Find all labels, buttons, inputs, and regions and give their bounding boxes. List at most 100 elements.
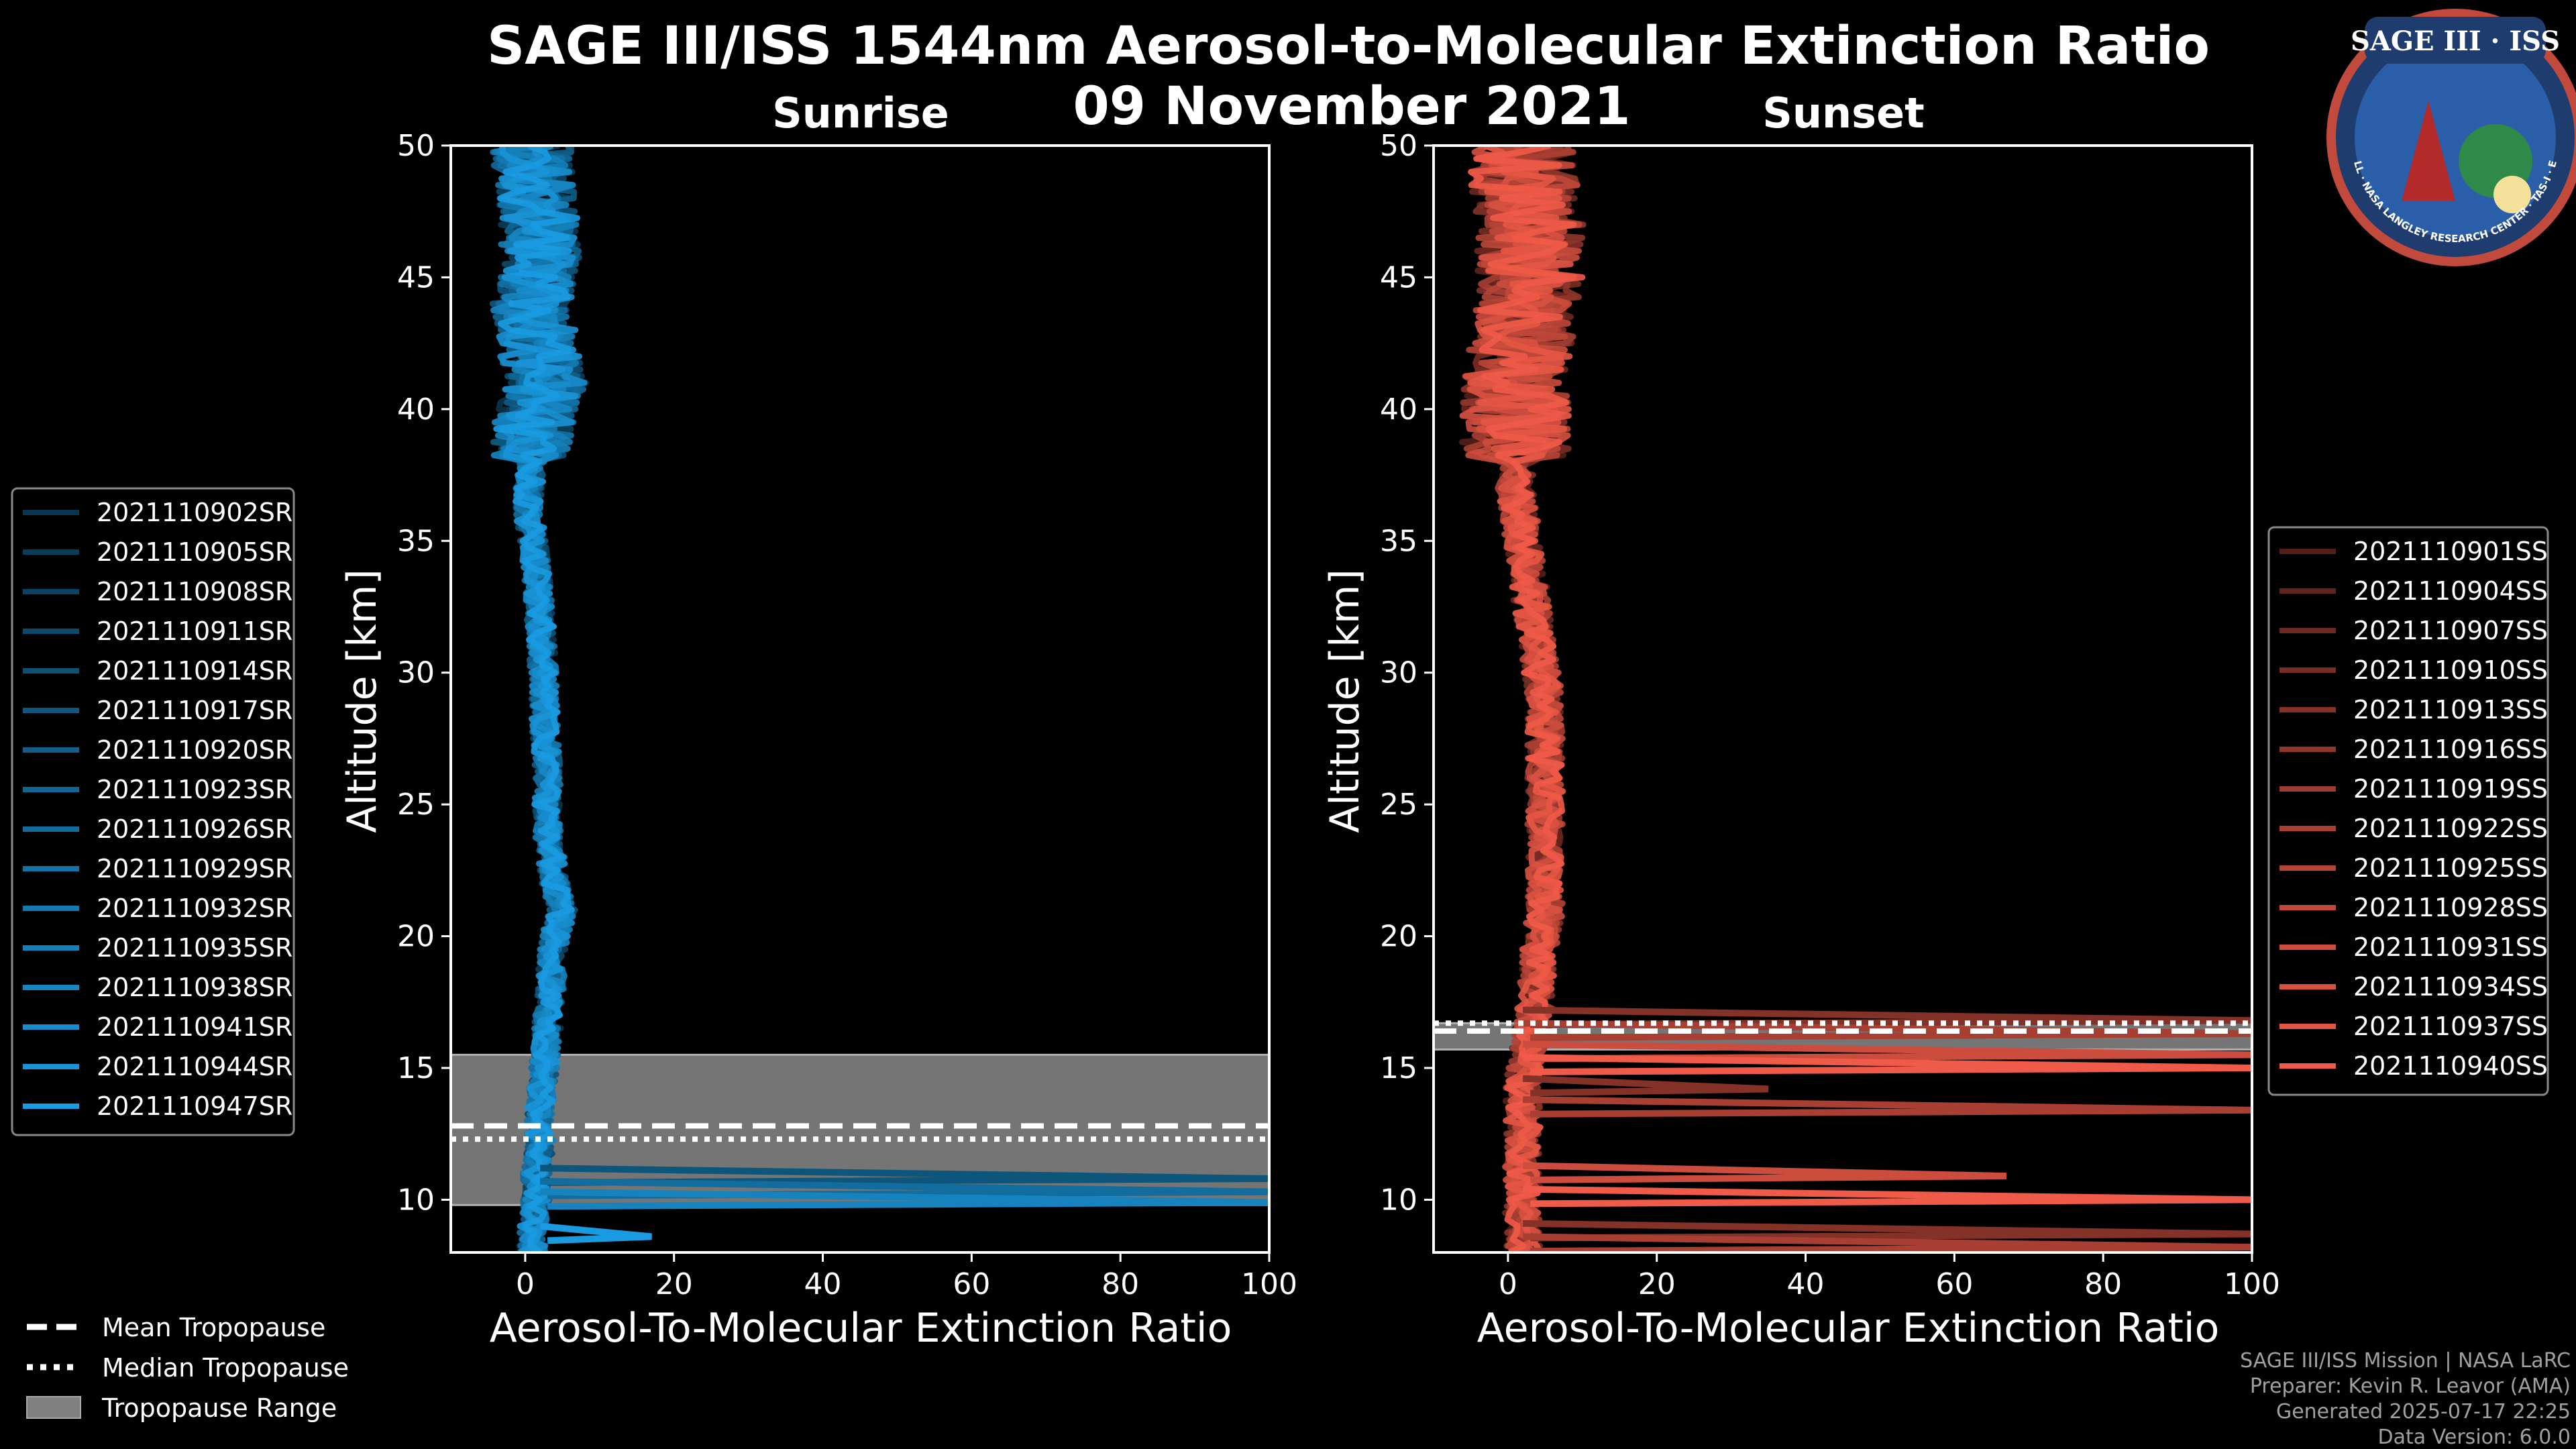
sunset-legend-label: 2021110928SS — [2353, 893, 2548, 922]
sunset-ytick-label: 35 — [1380, 524, 1417, 558]
sunset-legend-label: 2021110937SS — [2353, 1012, 2548, 1041]
median-tropopause-label: Median Tropopause — [102, 1353, 349, 1383]
sunset-xtick-label: 0 — [1499, 1267, 1517, 1301]
tropopause-range-label: Tropopause Range — [101, 1393, 337, 1423]
sunrise-ylabel: Altitude [km] — [339, 569, 386, 833]
sunrise-xlabel: Aerosol-To-Molecular Extinction Ratio — [490, 1305, 1232, 1352]
sunrise-legend-label: 2021110941SR — [97, 1012, 292, 1042]
sunrise-legend-label: 2021110908SR — [97, 577, 292, 606]
sunrise-legend-label: 2021110923SR — [97, 775, 292, 804]
sunset-ytick-label: 40 — [1380, 392, 1417, 427]
sunrise-outlier-line — [540, 1188, 1269, 1210]
sunrise-legend-frame — [11, 487, 295, 1136]
sunset-panel: Sunset Aerosol-To-Molecular Extinction R… — [1322, 89, 2549, 1352]
sunrise-profile-line — [499, 146, 582, 1252]
sunrise-xtick-label: 40 — [804, 1267, 842, 1301]
sunrise-xtick-label: 100 — [1241, 1267, 1297, 1301]
sunrise-ytick-label: 10 — [397, 1183, 435, 1217]
sunset-legend-label: 2021110919SS — [2353, 774, 2548, 804]
sunset-ytick-label: 15 — [1380, 1051, 1417, 1085]
footer: SAGE III/ISS Mission | NASA LaRC Prepare… — [2240, 1349, 2571, 1449]
sunset-legend-label: 2021110907SS — [2353, 616, 2548, 645]
sunrise-legend-label: 2021110935SR — [97, 933, 292, 963]
sunset-outlier-line — [1523, 1220, 2252, 1242]
sunset-outlier-line — [1523, 1020, 2252, 1041]
sunrise-legend-label: 2021110917SR — [97, 696, 292, 725]
footer-preparer: Preparer: Kevin R. Leavor (AMA) — [2250, 1375, 2571, 1398]
sunrise-legend-label: 2021110911SR — [97, 616, 292, 646]
footer-mission: SAGE III/ISS Mission | NASA LaRC — [2240, 1349, 2571, 1373]
sunrise-legend: 2021110902SR 2021110905SR 2021110908SR 2021… — [11, 487, 295, 1136]
sunset-outlier-line — [1522, 1075, 1769, 1097]
sunset-profile-line — [1459, 146, 1574, 1252]
sunrise-legend-label: 2021110920SR — [97, 735, 292, 765]
sunrise-ytick-label: 15 — [397, 1051, 435, 1085]
sunset-xtick-label: 60 — [1935, 1267, 1973, 1301]
sunset-outlier-line — [1523, 1185, 2252, 1208]
sunset-legend: 2021110901SS 2021110904SS 2021110907SS 2021… — [2267, 526, 2549, 1096]
sunset-legend-label: 2021110934SS — [2353, 972, 2548, 1002]
logo-banner — [2365, 17, 2546, 64]
sunrise-profile-line — [493, 146, 580, 1252]
sunrise-legend-label: 2021110902SR — [97, 498, 292, 527]
sunset-legend-frame — [2267, 526, 2549, 1096]
sunset-legend-label: 2021110910SS — [2353, 655, 2548, 685]
sun-icon — [2493, 176, 2531, 213]
sunrise-ytick-label: 45 — [397, 260, 435, 294]
sunrise-legend-label: 2021110944SR — [97, 1052, 292, 1081]
sunset-plot-area — [1434, 146, 2252, 1252]
sunset-ytick-label: 25 — [1380, 788, 1417, 822]
sunset-legend-label: 2021110904SS — [2353, 576, 2548, 606]
sunrise-outlier-line — [540, 1165, 1269, 1186]
sunset-profile-line — [1468, 146, 1586, 1252]
sunrise-legend-label: 2021110914SR — [97, 656, 292, 686]
sunset-outlier-line — [1523, 1054, 2252, 1075]
sunrise-ytick-label: 40 — [397, 392, 435, 427]
sunrise-legend-label: 2021110932SR — [97, 894, 292, 923]
sunset-ytick-label: 10 — [1380, 1183, 1417, 1217]
sunrise-legend-label: 2021110947SR — [97, 1091, 292, 1121]
chart-title: SAGE III/ISS 1544nm Aerosol-to-Molecular… — [487, 16, 2210, 76]
footer-generated: Generated 2025-07-17 22:25 — [2276, 1400, 2571, 1424]
sunrise-ytick-label: 25 — [397, 788, 435, 822]
sunset-xtick-label: 20 — [1638, 1267, 1676, 1301]
sunset-legend-label: 2021110901SS — [2353, 537, 2548, 566]
sunrise-xtick-label: 0 — [516, 1267, 535, 1301]
sunset-legend-label: 2021110925SS — [2353, 853, 2548, 883]
astronomer-icon — [2402, 101, 2455, 201]
sunset-legend-label: 2021110922SS — [2353, 814, 2548, 843]
sunset-subtitle: Sunset — [1762, 89, 1925, 138]
sunset-xtick-label: 40 — [1787, 1267, 1825, 1301]
sunset-legend-label: 2021110916SS — [2353, 735, 2548, 764]
sunrise-panel: Sunrise Aerosol-To-Molecular Extinction … — [11, 89, 1297, 1352]
tropopause-range-swatch — [26, 1396, 81, 1419]
sunset-ylabel: Altitude [km] — [1322, 569, 1368, 833]
sunrise-subtitle: Sunrise — [772, 89, 949, 138]
sunrise-xtick-label: 20 — [655, 1267, 693, 1301]
tropopause-legend: Mean Tropopause Median Tropopause Tropop… — [26, 1313, 349, 1423]
sunrise-ytick-label: 30 — [397, 656, 435, 690]
sunset-legend-label: 2021110931SS — [2353, 932, 2548, 962]
sunset-ytick-label: 50 — [1380, 129, 1417, 163]
sunset-legend-label: 2021110940SS — [2353, 1051, 2548, 1081]
sunrise-xtick-label: 60 — [953, 1267, 990, 1301]
sunrise-xtick-label: 80 — [1102, 1267, 1139, 1301]
sunset-axes-frame — [1432, 144, 2253, 1254]
sunset-outlier-line — [1523, 1233, 2252, 1252]
sunset-outlier-line — [1523, 1040, 2252, 1063]
sunset-xlabel: Aerosol-To-Molecular Extinction Ratio — [1477, 1305, 2220, 1352]
footer-version: Data Version: 6.0.0 — [2378, 1426, 2571, 1449]
sunset-xtick-label: 100 — [2224, 1267, 2280, 1301]
sunrise-legend-label: 2021110926SR — [97, 814, 292, 844]
sunset-legend-label: 2021110913SS — [2353, 695, 2548, 724]
sunrise-legend-label: 2021110905SR — [97, 537, 292, 567]
sunrise-plot-area — [451, 146, 1269, 1252]
sunrise-legend-label: 2021110938SR — [97, 973, 292, 1002]
sunrise-axes-frame — [449, 144, 1271, 1254]
sunset-xtick-label: 80 — [2084, 1267, 2122, 1301]
chart-date: 09 November 2021 — [1073, 76, 1630, 137]
sunset-ytick-label: 20 — [1380, 920, 1417, 954]
logo-text: SAGE III · ISS — [2351, 25, 2560, 57]
sunrise-ytick-label: 35 — [397, 524, 435, 558]
sunrise-ytick-label: 50 — [397, 129, 435, 163]
